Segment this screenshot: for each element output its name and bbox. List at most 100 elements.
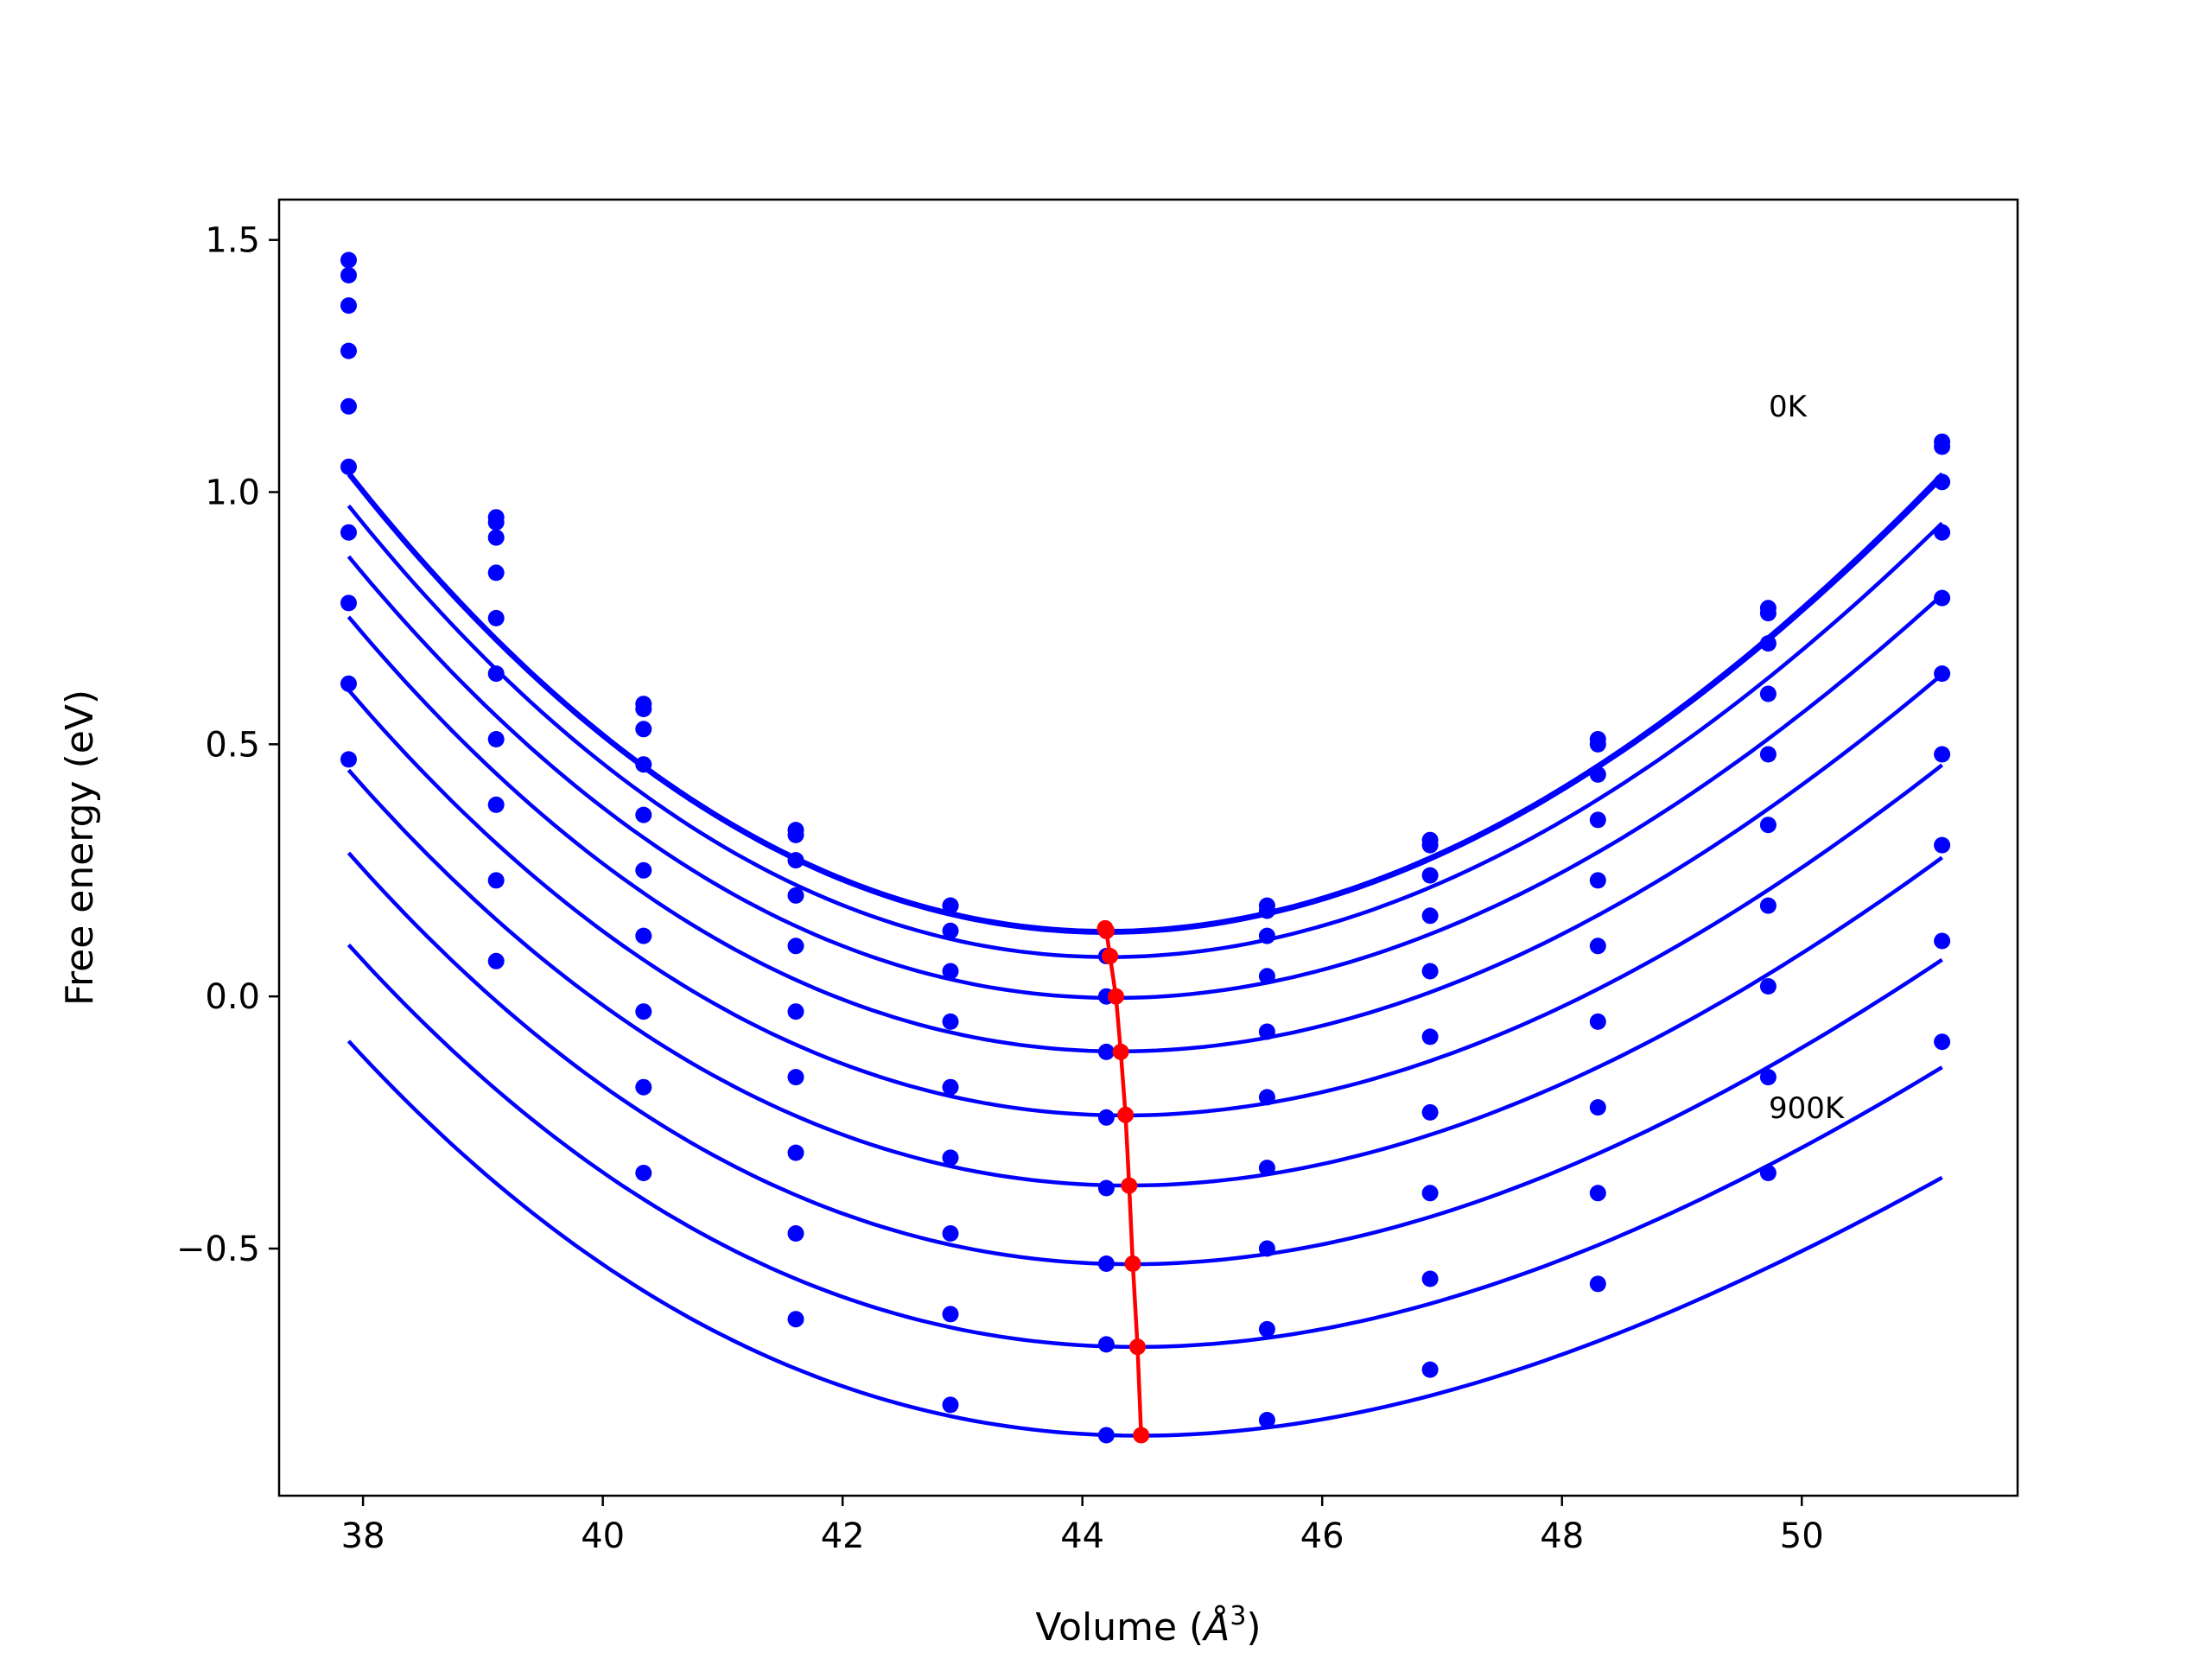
y-tick-label-1: 0.0 <box>205 977 260 1017</box>
data-point-7-5 <box>1097 1255 1115 1272</box>
data-point-7-8 <box>1589 1099 1606 1116</box>
data-point-9-10 <box>1934 1033 1951 1051</box>
minima-layer <box>1096 919 1150 1444</box>
fit-curve-5 <box>346 689 1943 1118</box>
data-point-9-8 <box>1589 1275 1606 1293</box>
data-point-1-9 <box>1759 605 1777 622</box>
data-point-3-9 <box>1759 685 1777 702</box>
data-point-8-5 <box>1097 1336 1115 1353</box>
data-point-4-2 <box>635 806 652 823</box>
minima-point-4 <box>1112 1043 1129 1060</box>
data-point-7-6 <box>1258 1240 1275 1257</box>
data-point-6-1 <box>487 731 505 747</box>
data-point-5-3 <box>787 1003 804 1020</box>
minima-point-3 <box>1108 988 1124 1005</box>
data-point-7-2 <box>635 1003 652 1020</box>
data-point-2-4 <box>942 922 959 939</box>
data-point-2-9 <box>1759 635 1777 652</box>
data-point-5-6 <box>1258 1089 1275 1106</box>
fit-curve-6 <box>346 768 1943 1188</box>
data-point-6-7 <box>1421 1103 1439 1121</box>
data-point-8-3 <box>787 1225 804 1242</box>
data-point-3-0 <box>340 342 357 359</box>
data-point-8-6 <box>1258 1320 1275 1338</box>
data-point-3-4 <box>942 963 959 980</box>
fit-curve-0 <box>346 470 1944 933</box>
data-point-8-1 <box>487 872 505 889</box>
data-point-9-3 <box>787 1311 804 1328</box>
data-point-9-7 <box>1421 1361 1439 1378</box>
fit-curve-8 <box>346 943 1943 1350</box>
data-point-4-5 <box>1097 1043 1115 1060</box>
y-tick-label-2: 0.5 <box>205 725 260 765</box>
data-point-9-4 <box>942 1396 959 1414</box>
data-point-8-10 <box>1934 932 1951 950</box>
y-axis-label: Free energy (eV) <box>58 690 102 1006</box>
data-point-5-4 <box>942 1078 959 1096</box>
x-axis-ticks: 38 40 42 44 46 48 50 <box>341 1496 1824 1556</box>
fit-curve-9 <box>346 1039 1943 1438</box>
minima-point-9 <box>1133 1427 1150 1444</box>
data-point-8-4 <box>942 1306 959 1323</box>
data-point-5-5 <box>1097 1109 1115 1126</box>
x-tick-label-1: 40 <box>581 1516 625 1556</box>
x-axis-label-main: Volume ( <box>1035 1605 1204 1649</box>
data-point-1-0 <box>340 267 357 283</box>
data-point-7-1 <box>487 796 505 813</box>
data-point-1-4 <box>942 897 959 914</box>
x-tick-label-2: 42 <box>821 1516 865 1556</box>
x-axis-label: Volume (Å3) <box>1035 1601 1261 1649</box>
x-axis-label-symbol: Å <box>1201 1604 1230 1649</box>
fit-curve-1 <box>346 473 1944 935</box>
data-point-3-3 <box>787 887 804 904</box>
data-point-6-8 <box>1589 1013 1606 1030</box>
data-point-6-6 <box>1258 1160 1275 1177</box>
data-point-6-5 <box>1097 1179 1115 1197</box>
data-point-9-9 <box>1759 1165 1777 1181</box>
data-point-4-7 <box>1421 963 1439 980</box>
fit-curve-3 <box>346 555 1944 1001</box>
x-axis-label-superscript: 3 <box>1230 1601 1246 1631</box>
y-tick-label-0: −0.5 <box>176 1230 260 1269</box>
y-tick-label-3: 1.0 <box>205 474 260 513</box>
data-point-6-4 <box>942 1149 959 1166</box>
data-point-0-0 <box>340 251 357 269</box>
data-point-5-1 <box>487 665 505 683</box>
data-point-2-0 <box>340 297 357 315</box>
data-point-3-6 <box>1258 968 1275 985</box>
data-point-1-1 <box>487 514 505 531</box>
minima-line <box>1103 927 1143 1436</box>
data-point-2-3 <box>787 852 804 869</box>
data-point-1-7 <box>1421 836 1439 854</box>
data-point-4-1 <box>487 609 505 626</box>
data-point-7-4 <box>942 1225 959 1242</box>
data-point-5-7 <box>1421 1028 1439 1046</box>
data-point-7-0 <box>340 594 357 612</box>
fit-curve-7 <box>346 851 1943 1267</box>
data-point-4-0 <box>340 397 357 415</box>
data-point-2-7 <box>1421 867 1439 884</box>
data-point-3-8 <box>1589 811 1606 829</box>
data-point-1-2 <box>635 701 652 717</box>
data-point-5-9 <box>1759 817 1777 834</box>
data-point-2-1 <box>487 529 505 546</box>
data-point-9-6 <box>1258 1412 1275 1428</box>
minima-point-7 <box>1124 1255 1141 1272</box>
data-point-5-2 <box>635 861 652 879</box>
data-point-7-7 <box>1421 1185 1439 1202</box>
annotation-0k: 0K <box>1769 390 1808 424</box>
data-point-6-10 <box>1934 746 1951 763</box>
data-point-8-9 <box>1759 1069 1777 1086</box>
minima-point-6 <box>1121 1177 1138 1194</box>
data-point-4-6 <box>1258 1023 1275 1040</box>
data-point-5-8 <box>1589 938 1606 955</box>
data-point-3-10 <box>1934 524 1951 541</box>
plot-area-frame <box>277 198 2019 1497</box>
minima-point-2 <box>1102 948 1119 964</box>
data-point-4-8 <box>1589 872 1606 889</box>
data-point-7-9 <box>1759 978 1777 995</box>
data-point-2-8 <box>1589 766 1606 783</box>
data-point-9-1 <box>487 952 505 969</box>
data-point-4-3 <box>787 938 804 955</box>
